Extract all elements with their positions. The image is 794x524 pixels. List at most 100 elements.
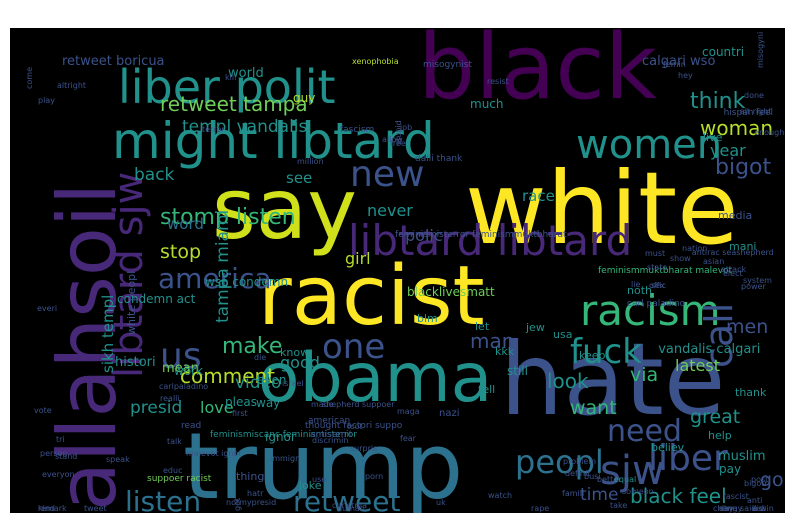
word-23: need: [607, 414, 682, 449]
word-90: live: [703, 131, 723, 144]
word-192: die: [254, 353, 266, 362]
word-137: person: [40, 449, 67, 458]
word-71: even: [257, 373, 286, 387]
word-77: pay: [719, 462, 741, 476]
word-139: everyon: [42, 470, 75, 479]
word-103: shepherd suppoer: [322, 400, 395, 409]
word-173: done: [744, 91, 764, 100]
word-75: help: [708, 429, 732, 442]
word-172: femin: [663, 60, 686, 69]
word-81: jew: [525, 321, 545, 334]
word-188: kind: [38, 504, 55, 513]
word-43: time: [580, 485, 618, 505]
word-6: say: [212, 160, 357, 258]
word-111: misogynist: [423, 60, 472, 70]
word-7: allahsoil: [41, 183, 134, 511]
word-35: man: [470, 329, 514, 353]
word-2: trump: [183, 413, 463, 513]
word-101: carl paladino: [627, 299, 686, 309]
word-56: sikh templ: [99, 295, 117, 373]
word-179: maga: [397, 407, 420, 416]
word-105: thought factori suppo: [305, 421, 403, 431]
word-67: muslim: [718, 449, 766, 464]
word-132: altright: [57, 81, 86, 90]
word-27: retweet tampa: [160, 92, 308, 116]
word-33: comment: [180, 364, 275, 388]
word-91: world: [228, 66, 264, 81]
word-52: good: [280, 353, 320, 372]
word-158: said: [740, 504, 756, 513]
word-125: bigotri: [744, 479, 770, 488]
word-86: joke: [298, 479, 322, 492]
cloud-background: [10, 28, 785, 513]
word-185: rape: [531, 504, 549, 513]
word-138: remark: [38, 504, 67, 513]
word-46: via: [630, 364, 658, 386]
word-123: fascism: [340, 125, 374, 135]
word-117: discrimin: [312, 436, 348, 445]
word-162: day: [719, 504, 734, 513]
word-151: elect: [723, 269, 743, 278]
word-159: win: [760, 504, 774, 513]
word-170: kill: [225, 73, 236, 82]
word-131: israel: [282, 379, 304, 388]
word-109: alt right: [740, 107, 772, 116]
word-152: offic: [649, 281, 666, 290]
word-193: tri: [56, 435, 65, 444]
word-180: made: [311, 400, 334, 409]
word-32: make: [222, 334, 282, 359]
word-160: kid: [752, 504, 764, 513]
word-168: allow: [382, 135, 403, 144]
word-73: still: [507, 364, 528, 378]
word-156: busi: [584, 472, 601, 481]
word-163: show: [670, 254, 691, 263]
word-48: word: [167, 215, 204, 233]
word-34: black feel: [630, 484, 727, 508]
word-146: stand: [55, 452, 77, 461]
word-121: immigr: [270, 454, 299, 463]
word-15: sjw: [600, 448, 665, 494]
word-82: kkk: [495, 345, 515, 358]
word-66: histori: [115, 355, 156, 370]
word-17: us: [160, 336, 202, 377]
word-148: state: [647, 263, 667, 272]
word-78: thank: [735, 386, 767, 399]
word-31: think: [690, 89, 746, 114]
word-39: want: [570, 397, 617, 419]
word-182: fear: [400, 434, 417, 443]
word-65: white peopl: [125, 271, 138, 335]
word-142: nation: [682, 244, 707, 253]
word-167: free: [390, 139, 406, 148]
word-87: thing: [236, 470, 264, 483]
word-93: much: [470, 97, 504, 111]
word-88: way: [256, 396, 280, 410]
word-196: read: [181, 421, 201, 431]
word-83: let: [475, 320, 490, 333]
word-18: new: [350, 154, 424, 195]
word-129: million: [297, 157, 324, 166]
word-62: blacklivesmatt: [407, 285, 495, 299]
word-127: attack: [721, 265, 746, 274]
word-157: post: [751, 475, 768, 484]
word-20: america: [158, 262, 272, 295]
word-13: women: [576, 122, 722, 168]
word-176: everi: [37, 304, 57, 313]
word-21: liber: [648, 438, 728, 479]
word-4: black: [418, 28, 657, 120]
word-47: back: [134, 165, 175, 185]
word-80: usa: [553, 328, 572, 341]
word-136: human: [337, 504, 365, 513]
word-100: feminismiscanc feminismisterror: [210, 430, 357, 440]
word-96: mani: [729, 240, 756, 253]
word-49: girl: [345, 249, 371, 268]
word-120: problem: [563, 457, 596, 466]
word-113: notmypresid: [226, 498, 276, 507]
word-74: tell: [478, 383, 495, 396]
word-106: malevot ignor: [186, 449, 242, 458]
word-165: sex: [651, 281, 665, 290]
word-171: hey: [678, 71, 693, 80]
word-72: pleas: [225, 395, 257, 409]
word-29: bigot: [715, 155, 772, 180]
word-22: peopl: [515, 443, 604, 481]
word-16: fuck: [570, 332, 642, 372]
